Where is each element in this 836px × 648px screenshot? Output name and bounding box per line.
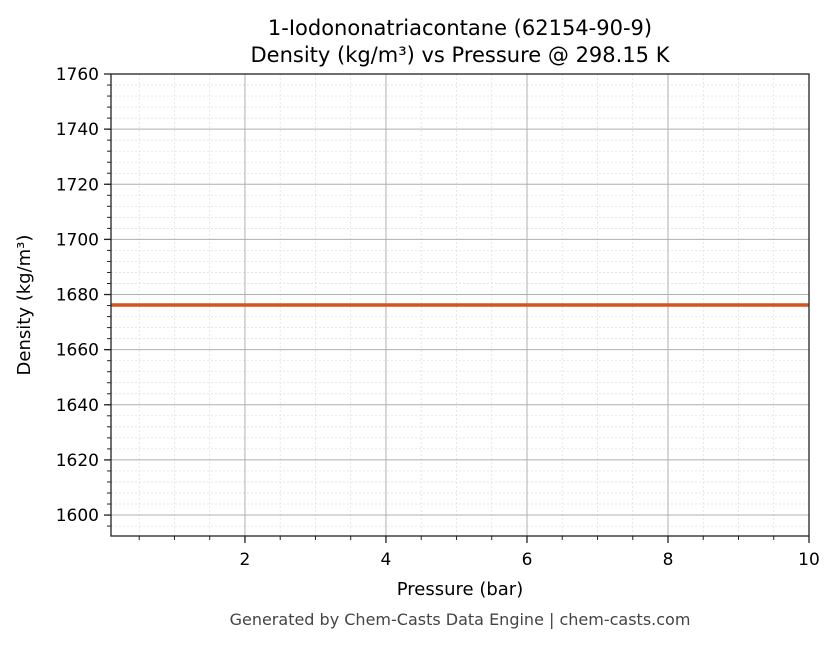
y-tick-label: 1640 [56, 396, 99, 416]
plot-frame [110, 73, 810, 537]
y-tick-label: 1760 [56, 65, 99, 85]
x-tick-label: 2 [240, 550, 251, 570]
y-axis-label: Density (kg/m³) [14, 235, 35, 376]
chart-subtitle: Density (kg/m³) vs Pressure @ 298.15 K [250, 43, 670, 67]
x-tick-label: 4 [381, 550, 392, 570]
y-tick-label: 1700 [56, 230, 99, 250]
x-axis-label: Pressure (bar) [397, 579, 523, 600]
y-tick-label: 1720 [56, 175, 99, 195]
y-tick-label: 1660 [56, 341, 99, 361]
y-tick-label: 1740 [56, 120, 99, 140]
y-tick-label: 1600 [56, 506, 99, 526]
chart-title: 1-Iodononatriacontane (62154-90-9) [268, 16, 652, 40]
y-tick-label: 1680 [56, 286, 99, 306]
x-tick-label: 6 [522, 550, 533, 570]
x-tick-label: 8 [663, 550, 674, 570]
y-tick-label: 1620 [56, 451, 99, 471]
footer-credit: Generated by Chem-Casts Data Engine | ch… [230, 610, 691, 629]
x-tick-label: 10 [798, 550, 820, 570]
